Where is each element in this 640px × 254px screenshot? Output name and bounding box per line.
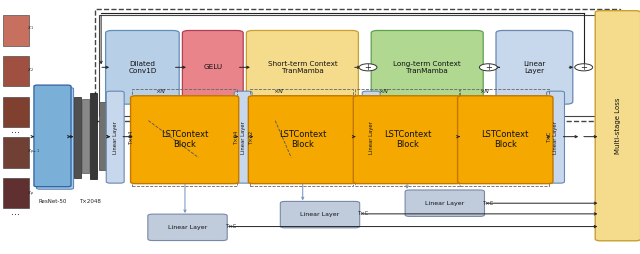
Circle shape <box>479 64 497 71</box>
Text: Linear Layer: Linear Layer <box>300 212 340 217</box>
Bar <box>3 15 29 46</box>
Text: Short-term Context
TranMamba: Short-term Context TranMamba <box>268 61 337 74</box>
FancyBboxPatch shape <box>248 96 356 184</box>
Text: $x_{p-1}$: $x_{p-1}$ <box>27 148 40 157</box>
Text: Dilated
Conv1D: Dilated Conv1D <box>128 61 157 74</box>
Text: T×C: T×C <box>358 211 370 216</box>
Text: ×N: ×N <box>155 89 165 94</box>
Text: Linear Layer: Linear Layer <box>113 121 118 154</box>
Circle shape <box>359 64 377 71</box>
Text: ×N: ×N <box>479 89 490 94</box>
FancyBboxPatch shape <box>106 30 179 104</box>
Text: $x_{2}$: $x_{2}$ <box>27 66 34 74</box>
FancyBboxPatch shape <box>234 91 252 183</box>
Bar <box>82 99 89 173</box>
FancyBboxPatch shape <box>131 96 239 184</box>
FancyBboxPatch shape <box>371 30 483 104</box>
FancyBboxPatch shape <box>182 30 243 104</box>
Text: T×32: T×32 <box>249 130 254 144</box>
Text: T×64: T×64 <box>129 130 134 144</box>
Bar <box>4 57 28 85</box>
Text: LSTContext
Block: LSTContext Block <box>278 130 326 149</box>
FancyBboxPatch shape <box>34 85 71 187</box>
Bar <box>132 89 237 186</box>
Circle shape <box>575 64 593 71</box>
Text: ...: ... <box>12 124 20 135</box>
FancyBboxPatch shape <box>547 91 564 183</box>
Text: $x_{p}$: $x_{p}$ <box>27 190 34 199</box>
FancyBboxPatch shape <box>106 91 124 183</box>
FancyBboxPatch shape <box>405 190 484 216</box>
Text: +: + <box>580 63 587 72</box>
FancyBboxPatch shape <box>148 214 227 241</box>
Bar <box>4 98 28 126</box>
Bar <box>460 89 549 186</box>
FancyBboxPatch shape <box>246 30 358 104</box>
Text: GELU: GELU <box>204 64 222 70</box>
Bar <box>95 9 620 121</box>
Text: ×N: ×N <box>378 89 388 94</box>
Text: T×C: T×C <box>547 131 552 142</box>
Text: Linear Layer: Linear Layer <box>553 121 558 154</box>
Bar <box>99 15 614 116</box>
Text: Linear Layer: Linear Layer <box>369 121 374 154</box>
Bar <box>3 56 29 86</box>
Text: T×C: T×C <box>226 224 237 229</box>
FancyBboxPatch shape <box>362 91 380 183</box>
Text: Multi-stage Loss: Multi-stage Loss <box>615 98 621 154</box>
Bar <box>3 97 29 127</box>
Bar <box>4 179 28 207</box>
Text: +: + <box>365 63 371 72</box>
Text: Long-term Context
TranMamba: Long-term Context TranMamba <box>394 61 461 74</box>
Text: Linear Layer: Linear Layer <box>168 225 207 230</box>
FancyBboxPatch shape <box>353 96 461 184</box>
Bar <box>3 137 29 168</box>
FancyBboxPatch shape <box>36 88 74 189</box>
FancyBboxPatch shape <box>280 201 360 228</box>
Text: T×64: T×64 <box>234 130 239 144</box>
Bar <box>355 89 459 186</box>
Text: LSTContext
Block: LSTContext Block <box>161 130 209 149</box>
Text: $x_{1}$: $x_{1}$ <box>27 24 34 32</box>
Text: Linear Layer: Linear Layer <box>425 201 465 206</box>
Text: Linear Layer: Linear Layer <box>241 121 246 154</box>
Bar <box>250 89 353 186</box>
FancyBboxPatch shape <box>496 30 573 104</box>
Text: LSTContext
Block: LSTContext Block <box>481 130 529 149</box>
Bar <box>74 97 81 178</box>
Text: +: + <box>485 63 492 72</box>
Text: T×2048: T×2048 <box>79 199 100 204</box>
Bar <box>4 138 28 166</box>
Text: T×C: T×C <box>483 201 495 206</box>
Bar <box>4 17 28 44</box>
FancyBboxPatch shape <box>458 96 553 184</box>
Bar <box>3 178 29 208</box>
FancyBboxPatch shape <box>595 11 640 241</box>
Bar <box>99 102 106 170</box>
Text: ResNet-50: ResNet-50 <box>38 199 67 204</box>
Text: Linear
Layer: Linear Layer <box>524 61 545 74</box>
Bar <box>90 93 97 179</box>
Text: ×N: ×N <box>273 89 284 94</box>
Text: ...: ... <box>12 207 20 217</box>
Text: LSTContext
Block: LSTContext Block <box>383 130 431 149</box>
